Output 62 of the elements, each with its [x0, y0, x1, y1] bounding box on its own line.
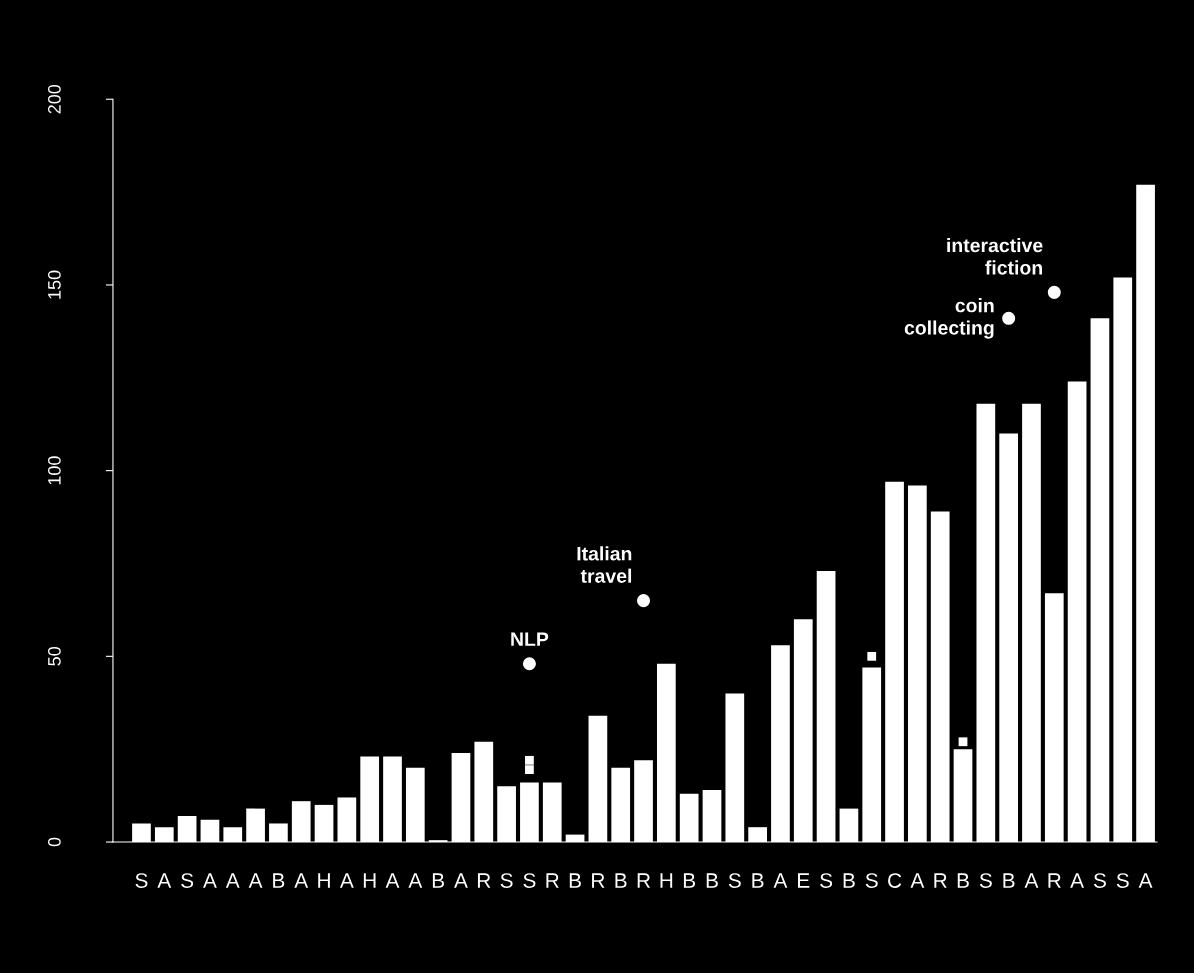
- x-tick-label: A: [203, 873, 217, 888]
- point: [958, 737, 968, 747]
- x-tick-label: A: [1138, 873, 1153, 888]
- x-tick-label: A: [773, 873, 788, 888]
- x-tick-label: B: [1003, 873, 1015, 888]
- x-tick-label: S: [865, 873, 878, 888]
- y-tick-label: 100: [47, 456, 61, 485]
- x-tick-label: A: [294, 873, 309, 888]
- y-tick-label: 150: [47, 270, 61, 299]
- x-tick-label: B: [752, 873, 764, 888]
- x-tick-label: A: [248, 873, 263, 888]
- x-tick-label: A: [1070, 873, 1085, 888]
- y-tick-label: 0: [47, 837, 61, 847]
- x-tick-label: A: [385, 873, 400, 888]
- point: [1047, 285, 1061, 299]
- x-tick-label: R: [637, 873, 651, 888]
- x-tick-label: B: [957, 873, 969, 888]
- x-tick-label: S: [728, 873, 741, 888]
- y-tick-label: 50: [47, 647, 61, 666]
- x-tick-label: B: [843, 873, 855, 888]
- point: [522, 657, 536, 671]
- x-tick-label: B: [683, 873, 696, 888]
- data-label: NLP: [511, 632, 549, 646]
- x-tick-label: A: [408, 873, 423, 888]
- x-tick-label: H: [318, 873, 330, 888]
- x-tick-label: S: [523, 873, 536, 888]
- x-tick-label: A: [157, 873, 172, 888]
- y-tick-label: 200: [47, 84, 61, 114]
- x-tick-label: R: [1048, 873, 1061, 888]
- x-tick-label: B: [273, 873, 285, 888]
- x-tick-label: C: [888, 873, 902, 888]
- x-tick-label: H: [660, 873, 673, 888]
- point: [637, 594, 651, 608]
- x-tick-label: R: [934, 873, 947, 888]
- data-label: coin collecting: [904, 298, 994, 339]
- x-tick-label: S: [820, 873, 833, 888]
- data-label: interactive fiction: [947, 238, 1043, 275]
- x-tick-label: R: [546, 873, 559, 888]
- point: [1002, 311, 1016, 325]
- x-tick-label: R: [592, 873, 605, 888]
- x-tick-label: A: [910, 873, 925, 888]
- x-tick-label: A: [225, 873, 240, 888]
- x-tick-label: S: [979, 873, 992, 888]
- x-tick-label: B: [432, 873, 444, 888]
- x-tick-label: S: [500, 873, 513, 888]
- x-tick-label: S: [135, 873, 148, 888]
- point: [867, 651, 877, 661]
- x-tick-label: B: [615, 873, 627, 888]
- point: [525, 765, 534, 774]
- x-tick-label: H: [363, 873, 376, 888]
- data-label: Italian travel: [577, 546, 632, 583]
- point: [525, 755, 534, 765]
- x-tick-label: B: [569, 873, 581, 888]
- x-tick-label: S: [181, 873, 194, 888]
- x-tick-label: R: [477, 873, 491, 888]
- x-tick-label: A: [1024, 873, 1039, 888]
- x-tick-label: B: [706, 873, 718, 888]
- x-tick-label: A: [454, 873, 468, 888]
- x-tick-label: S: [1093, 873, 1106, 888]
- x-tick-label: E: [798, 873, 810, 888]
- x-tick-label: S: [1116, 873, 1129, 888]
- x-tick-label: A: [339, 873, 354, 888]
